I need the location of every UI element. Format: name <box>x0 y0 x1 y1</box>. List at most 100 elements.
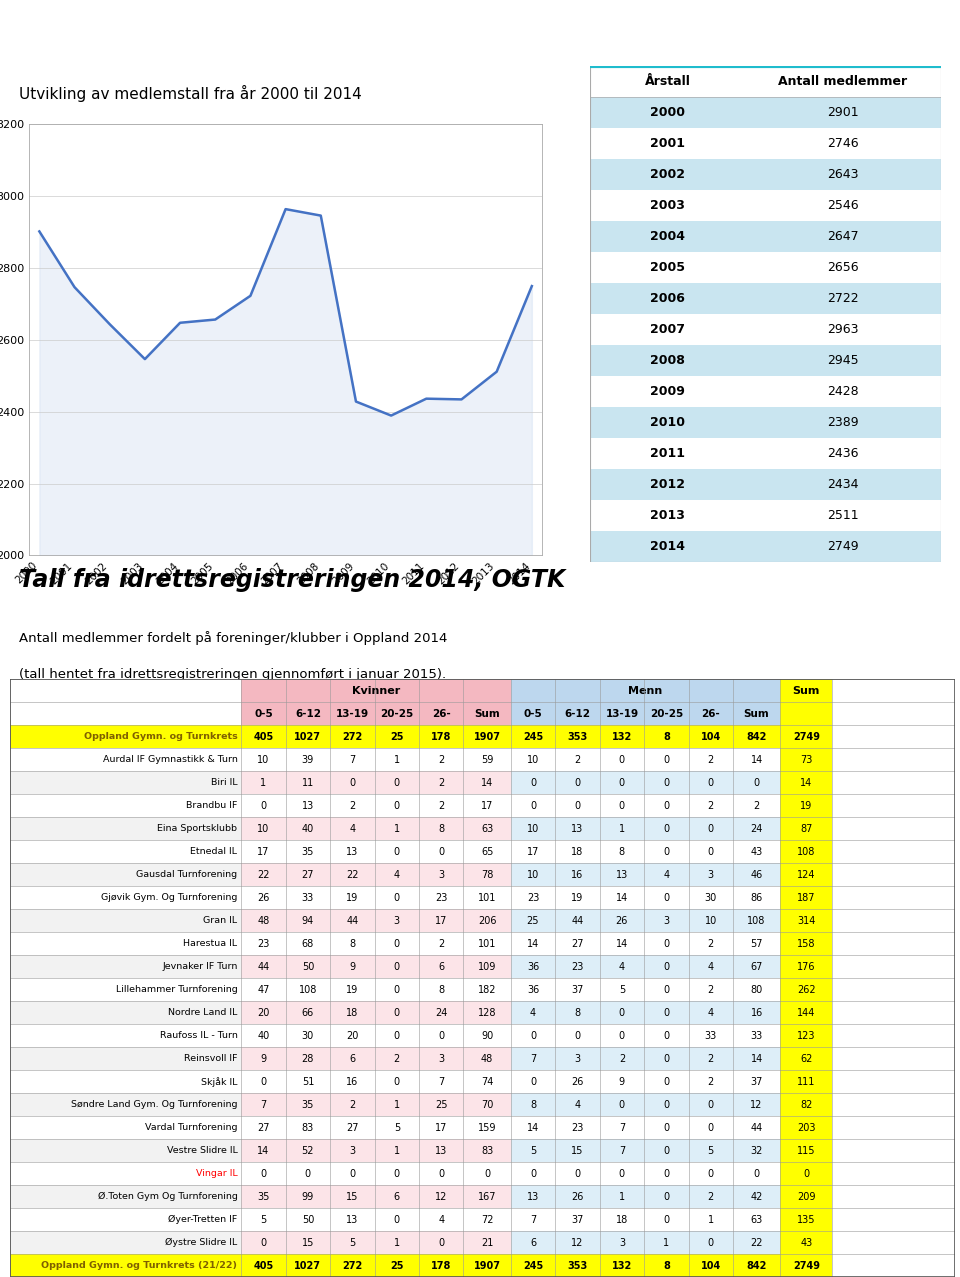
Text: 2656: 2656 <box>827 262 858 275</box>
Text: 44: 44 <box>347 916 358 926</box>
Bar <box>10 1254 832 1277</box>
Text: 2012: 2012 <box>650 478 685 490</box>
Text: 0: 0 <box>619 801 625 811</box>
Text: 0: 0 <box>708 1237 714 1248</box>
Text: 0: 0 <box>394 939 400 949</box>
Text: 353: 353 <box>567 1260 588 1271</box>
Text: Oppland Gymn. og Turnkrets: Oppland Gymn. og Turnkrets <box>84 732 237 742</box>
Text: 0: 0 <box>754 1168 759 1179</box>
Text: 0: 0 <box>663 1031 669 1041</box>
Bar <box>780 1139 832 1162</box>
Text: 1: 1 <box>619 824 625 834</box>
Text: 405: 405 <box>253 732 274 742</box>
Text: 44: 44 <box>751 1122 763 1133</box>
Text: 2945: 2945 <box>827 354 858 366</box>
Text: Gran IL: Gran IL <box>204 916 237 926</box>
Text: Tall fra idrettsregistreringen 2014, OGTK: Tall fra idrettsregistreringen 2014, OGT… <box>19 568 565 593</box>
Bar <box>10 1024 241 1047</box>
Text: 8: 8 <box>574 1008 581 1018</box>
Text: 21: 21 <box>481 1237 493 1248</box>
Text: 0: 0 <box>260 801 267 811</box>
Text: 40: 40 <box>301 824 314 834</box>
Text: 22: 22 <box>751 1237 763 1248</box>
Text: 115: 115 <box>797 1145 815 1156</box>
Text: 22: 22 <box>347 870 359 880</box>
Bar <box>780 1024 832 1047</box>
Text: 13: 13 <box>301 801 314 811</box>
Text: 6: 6 <box>530 1237 536 1248</box>
Text: 2: 2 <box>708 1077 714 1087</box>
Text: 0: 0 <box>619 1168 625 1179</box>
Text: 132: 132 <box>612 732 632 742</box>
Bar <box>10 725 832 748</box>
Text: 1: 1 <box>394 1237 400 1248</box>
Text: 13: 13 <box>527 1191 540 1202</box>
Text: MEDLEMSTALL FRA ÅR 2000 TIL 2014: MEDLEMSTALL FRA ÅR 2000 TIL 2014 <box>12 19 621 47</box>
Text: 203: 203 <box>797 1122 815 1133</box>
Text: 101: 101 <box>478 893 496 903</box>
Text: 0: 0 <box>394 962 400 972</box>
Text: 2: 2 <box>574 755 581 765</box>
Text: 27: 27 <box>347 1122 359 1133</box>
Text: 23: 23 <box>527 893 540 903</box>
Text: 0: 0 <box>260 1077 267 1087</box>
Bar <box>780 771 832 794</box>
Text: 0: 0 <box>663 962 669 972</box>
Bar <box>590 283 941 314</box>
Text: 23: 23 <box>257 939 270 949</box>
Text: 2013: 2013 <box>650 510 684 522</box>
Bar <box>10 1093 241 1116</box>
Bar <box>511 886 780 909</box>
Text: 4: 4 <box>663 870 669 880</box>
Text: 99: 99 <box>301 1191 314 1202</box>
Text: 4: 4 <box>438 1214 444 1225</box>
Text: 0: 0 <box>663 939 669 949</box>
Text: 0-5: 0-5 <box>523 709 542 719</box>
Text: 2749: 2749 <box>793 1260 820 1271</box>
Text: 25: 25 <box>390 732 403 742</box>
Text: 14: 14 <box>751 1054 763 1064</box>
Text: 0-5: 0-5 <box>254 709 273 719</box>
Text: 28: 28 <box>301 1054 314 1064</box>
Text: 0: 0 <box>394 1077 400 1087</box>
Text: Søndre Land Gym. Og Turnforening: Søndre Land Gym. Og Turnforening <box>71 1099 237 1110</box>
Text: 51: 51 <box>301 1077 314 1087</box>
Text: Kvinner: Kvinner <box>352 686 400 696</box>
Text: 842: 842 <box>747 732 767 742</box>
Text: 3: 3 <box>438 1054 444 1064</box>
Text: 20-25: 20-25 <box>650 709 683 719</box>
Bar <box>511 1185 780 1208</box>
Text: Antall medlemmer fordelt på foreninger/klubber i Oppland 2014: Antall medlemmer fordelt på foreninger/k… <box>19 631 447 645</box>
Text: 0: 0 <box>484 1168 491 1179</box>
Text: 2007: 2007 <box>650 323 685 336</box>
Bar <box>241 1116 511 1139</box>
Bar <box>780 978 832 1001</box>
Text: 123: 123 <box>797 1031 815 1041</box>
Text: 10: 10 <box>527 870 540 880</box>
Text: 4: 4 <box>530 1008 536 1018</box>
Text: 87: 87 <box>800 824 812 834</box>
Text: 0: 0 <box>619 1031 625 1041</box>
Text: 314: 314 <box>797 916 815 926</box>
Text: 19: 19 <box>347 985 358 995</box>
Text: 5: 5 <box>394 1122 400 1133</box>
Bar <box>10 1162 241 1185</box>
Text: 0: 0 <box>663 1214 669 1225</box>
Text: 0: 0 <box>349 1168 355 1179</box>
Text: 0: 0 <box>260 1237 267 1248</box>
Text: 272: 272 <box>343 1260 363 1271</box>
Text: 1907: 1907 <box>473 1260 500 1271</box>
Text: 2: 2 <box>708 1054 714 1064</box>
Text: 4: 4 <box>349 824 355 834</box>
Text: 0: 0 <box>663 824 669 834</box>
Text: Sum: Sum <box>793 686 820 696</box>
Text: 2: 2 <box>708 985 714 995</box>
Text: 7: 7 <box>260 1099 267 1110</box>
Text: Gausdal Turnforening: Gausdal Turnforening <box>136 870 237 880</box>
Bar <box>780 748 832 771</box>
Text: 23: 23 <box>571 962 584 972</box>
Text: 25: 25 <box>435 1099 447 1110</box>
Text: 20-25: 20-25 <box>380 709 414 719</box>
Text: 19: 19 <box>800 801 812 811</box>
Bar <box>780 1093 832 1116</box>
